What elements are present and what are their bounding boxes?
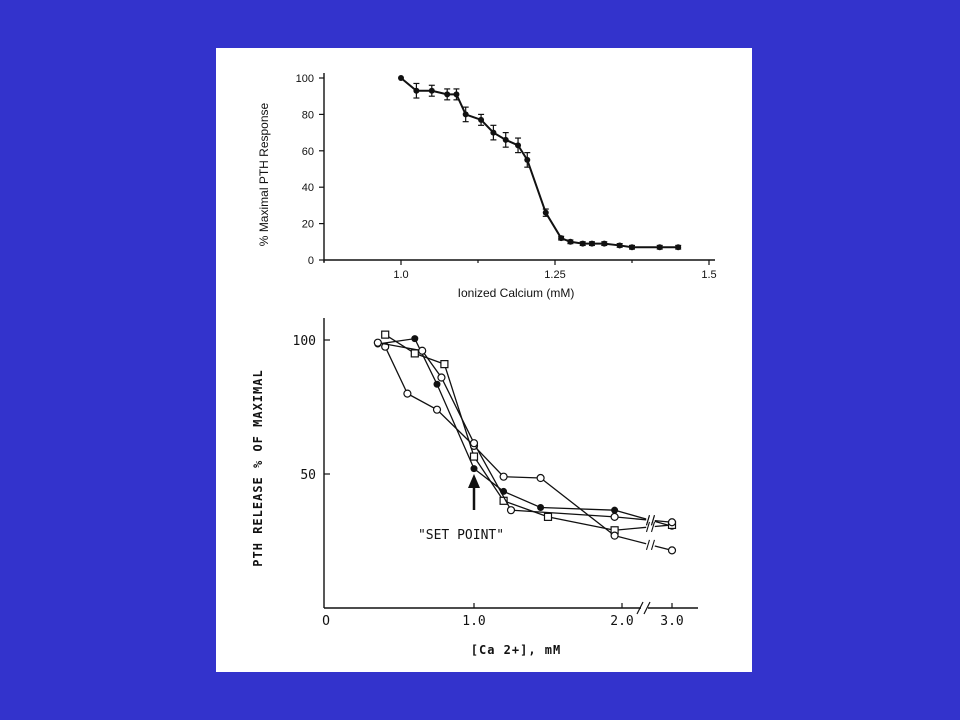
x-tick-label-1: 1.25 bbox=[544, 269, 565, 281]
data-point-2 bbox=[499, 472, 508, 481]
set-point-label: "SET POINT" bbox=[418, 528, 504, 543]
series-line-2 bbox=[377, 342, 615, 518]
data-point-2 bbox=[410, 349, 419, 358]
data-point-2 bbox=[469, 439, 479, 448]
data-point-1 bbox=[478, 116, 485, 123]
data-point-2 bbox=[403, 389, 412, 398]
figure-svg: 0 20 40 60 80 100 1.0 1.25 1.5 Ionized Calcium (m… bbox=[251, 73, 717, 657]
data-point-1 bbox=[502, 136, 509, 143]
data-point-2 bbox=[381, 330, 390, 339]
series-break-mark bbox=[645, 515, 651, 526]
series-line-2-seg bbox=[614, 516, 647, 521]
data-point-2 bbox=[543, 512, 553, 521]
x-axis-title-1: Ionized Calcium (mM) bbox=[458, 286, 575, 300]
data-point-2 bbox=[667, 518, 677, 527]
data-point-1 bbox=[542, 209, 549, 216]
series-break-mark bbox=[650, 539, 656, 551]
data-point-1 bbox=[524, 156, 531, 163]
series-line-2-seg bbox=[614, 526, 647, 531]
data-point-2 bbox=[470, 465, 478, 473]
data-point-1 bbox=[462, 111, 469, 118]
data-point-1 bbox=[444, 91, 451, 98]
y-tick-label-1: 100 bbox=[296, 73, 314, 85]
x-axis-break-mark bbox=[636, 601, 644, 615]
x-tick-label-1: 1.0 bbox=[393, 269, 408, 281]
y-tick-label-2: 50 bbox=[300, 468, 316, 483]
data-point-1 bbox=[675, 244, 682, 251]
series-line-2-seg bbox=[614, 535, 647, 545]
y-tick-label-1: 20 bbox=[302, 219, 314, 231]
series-break-mark bbox=[650, 515, 656, 526]
data-point-2 bbox=[373, 338, 382, 347]
data-point-1 bbox=[588, 240, 595, 247]
data-point-2 bbox=[411, 335, 419, 343]
data-point-2 bbox=[469, 452, 479, 461]
series-break-mark bbox=[650, 521, 656, 533]
y-tick-label-1: 60 bbox=[302, 146, 314, 158]
x-axis-break-mark bbox=[643, 601, 651, 615]
data-point-2 bbox=[536, 473, 545, 483]
data-point-1 bbox=[515, 142, 522, 149]
data-point-1 bbox=[428, 87, 435, 94]
series-break-mark bbox=[645, 521, 651, 533]
data-point-1 bbox=[558, 235, 565, 242]
y-axis-title-2: PTH RELEASE % OF MAXIMAL bbox=[251, 369, 265, 566]
data-point-1 bbox=[616, 242, 623, 249]
series-line-1 bbox=[400, 77, 679, 249]
figure-panel: 0 20 40 60 80 100 1.0 1.25 1.5 Ionized Calcium (m… bbox=[216, 48, 752, 672]
data-point-1 bbox=[453, 91, 460, 98]
series-break-mark bbox=[645, 539, 651, 551]
y-tick-label-2: 100 bbox=[293, 334, 316, 349]
data-point-1 bbox=[601, 240, 608, 247]
x-tick-label-2: 3.0 bbox=[660, 614, 683, 629]
x-axis-title-2: [Ca 2+], mM bbox=[471, 643, 561, 657]
x-tick-label-2: O bbox=[322, 614, 330, 629]
data-point-1 bbox=[413, 87, 420, 94]
series-line-2-seg bbox=[614, 509, 647, 520]
data-point-2 bbox=[437, 373, 446, 382]
data-point-1 bbox=[629, 244, 635, 251]
x-tick-label-2: 2.0 bbox=[610, 614, 633, 629]
data-point-2 bbox=[667, 546, 677, 555]
y-tick-label-1: 40 bbox=[302, 182, 314, 194]
series-line-2 bbox=[384, 346, 615, 537]
y-tick-label-1: 0 bbox=[308, 255, 314, 267]
data-point-2 bbox=[506, 506, 516, 515]
y-axis-title-1: % Maximal PTH Response bbox=[257, 102, 271, 246]
data-point-1 bbox=[656, 244, 663, 251]
y-tick-label-1: 80 bbox=[302, 109, 314, 121]
data-point-2 bbox=[418, 346, 427, 355]
data-point-2 bbox=[537, 504, 545, 511]
data-point-1 bbox=[567, 238, 574, 245]
set-point-arrow-head bbox=[468, 474, 480, 488]
x-tick-label-1: 1.5 bbox=[701, 269, 716, 281]
data-point-2 bbox=[610, 531, 619, 540]
data-point-2 bbox=[432, 405, 442, 414]
data-point-2 bbox=[611, 506, 619, 514]
data-point-1 bbox=[579, 240, 586, 247]
data-point-2 bbox=[610, 512, 619, 521]
data-point-1 bbox=[398, 75, 404, 81]
data-point-1 bbox=[490, 129, 497, 136]
data-point-2 bbox=[433, 380, 441, 388]
data-point-2 bbox=[440, 360, 449, 369]
x-tick-label-2: 1.0 bbox=[462, 614, 485, 629]
